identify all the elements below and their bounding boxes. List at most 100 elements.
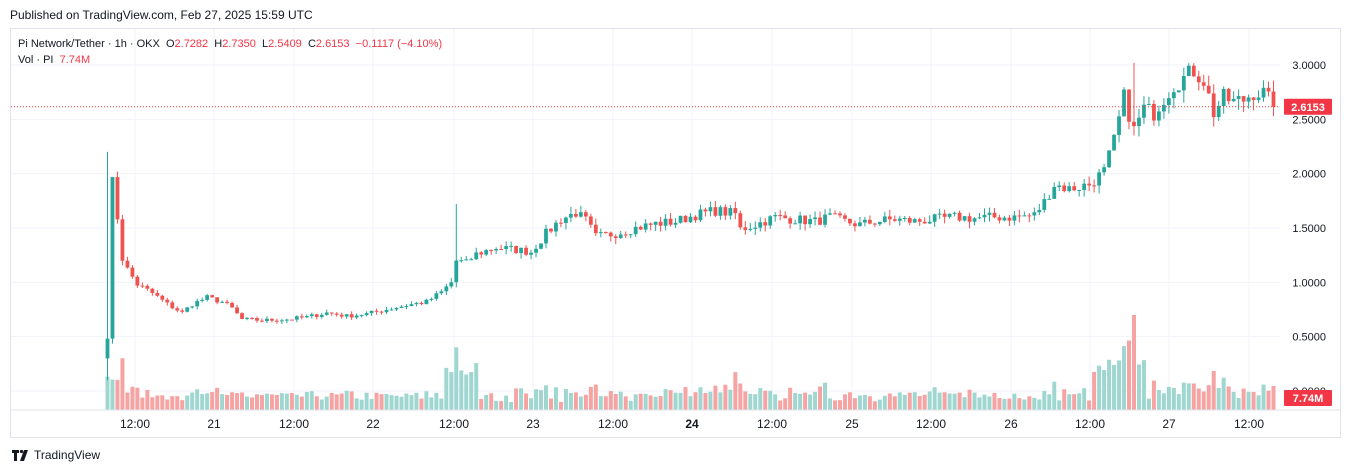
candle-body	[509, 245, 514, 247]
candle-body	[419, 302, 424, 305]
last-price-label: 2.6153	[1291, 102, 1325, 114]
high-label: H	[214, 38, 223, 50]
volume-bar	[424, 391, 429, 410]
volume-bar	[718, 392, 723, 410]
volume-bar	[1092, 371, 1097, 410]
volume-bar	[419, 398, 424, 410]
candle-body	[250, 317, 254, 319]
volume-bar	[942, 392, 947, 410]
candle-body	[853, 223, 857, 227]
candle-body	[299, 316, 304, 318]
candle-body	[225, 301, 229, 303]
low-label: L	[262, 38, 269, 50]
volume-bar	[105, 376, 110, 410]
candle-body	[813, 217, 817, 220]
candle-body	[429, 298, 434, 300]
candle-body	[598, 232, 603, 234]
volume-row: Vol · PI 7.74M	[18, 52, 442, 68]
candle-body	[240, 313, 244, 319]
candle-body	[912, 219, 917, 223]
candle-body	[150, 288, 155, 293]
candle-body	[364, 313, 369, 316]
candle-body	[608, 232, 613, 237]
candle-body	[1062, 185, 1067, 192]
x-tick-label: 12:00	[916, 417, 946, 431]
candle-body	[349, 314, 354, 318]
volume-bar	[1007, 398, 1012, 410]
low-value: 2.5409	[268, 38, 302, 50]
volume-bar	[225, 394, 230, 410]
volume-bar	[170, 396, 175, 410]
candle-body	[304, 316, 309, 318]
candle-body	[464, 259, 469, 261]
volume-bar	[907, 392, 912, 410]
candle-body	[1112, 134, 1116, 151]
volume-bar	[1251, 391, 1256, 410]
ohlc-row: Pi Network/Tether · 1h · OKX O2.7282 H2.…	[18, 36, 442, 52]
candle-body	[1102, 167, 1106, 173]
candle-body	[245, 317, 249, 319]
volume-bar	[578, 396, 583, 410]
candle-body	[992, 212, 997, 218]
volume-bar	[962, 397, 967, 410]
candle-body	[698, 209, 703, 221]
y-tick-label: 2.0000	[1292, 169, 1326, 181]
volume-bar	[309, 391, 314, 410]
candle-body	[519, 247, 523, 254]
candle-body	[763, 222, 768, 226]
candle-body	[1072, 186, 1077, 191]
candle-body	[544, 228, 548, 244]
candle-body	[1132, 121, 1136, 127]
candle-body	[593, 224, 598, 234]
volume-bar	[1067, 394, 1072, 410]
volume-bar	[220, 394, 225, 410]
volume-label[interactable]: Vol · PI	[18, 54, 54, 66]
candle-body	[1246, 97, 1251, 102]
x-tick-label: 24	[685, 417, 699, 431]
volume-bar	[1087, 400, 1092, 410]
candle-body	[803, 215, 808, 225]
candle-body	[444, 286, 449, 292]
last-price-badge	[1284, 98, 1332, 115]
volume-bar	[1097, 365, 1102, 410]
volume-bar	[967, 389, 972, 410]
candle-body	[788, 218, 793, 224]
volume-bar	[972, 392, 977, 410]
volume-bar	[847, 392, 852, 410]
candle-body	[1127, 89, 1131, 122]
candle-body	[932, 214, 937, 222]
candle-body	[399, 306, 404, 309]
volume-bar	[1181, 382, 1186, 410]
footer-brand[interactable]: TradingView	[12, 448, 100, 462]
candle-body	[688, 216, 693, 223]
volume-bar	[329, 392, 334, 410]
symbol-label[interactable]: Pi Network/Tether · 1h · OKX	[18, 38, 160, 50]
x-tick-label: 22	[366, 417, 380, 431]
candle-body	[559, 222, 563, 224]
candle-body	[409, 304, 414, 307]
candle-body	[877, 221, 882, 225]
volume-bar	[658, 396, 663, 410]
volume-bar	[618, 391, 623, 410]
y-tick-label: 2.5000	[1292, 114, 1326, 126]
volume-bar	[773, 394, 778, 410]
candle-body	[275, 320, 279, 322]
candle-body	[848, 218, 852, 224]
volume-bar	[922, 394, 927, 410]
volume-bar	[897, 392, 902, 410]
candle-body	[499, 249, 504, 251]
candle-body	[1166, 98, 1171, 105]
volume-bar	[409, 395, 414, 410]
volume-bar	[349, 391, 354, 410]
volume-bar	[399, 396, 404, 410]
volume-bar	[937, 392, 942, 410]
volume-bar	[623, 396, 628, 410]
volume-bar	[803, 392, 808, 410]
candle-body	[833, 213, 837, 215]
candle-body	[1092, 185, 1097, 187]
candle-body	[379, 311, 384, 313]
candle-body	[270, 318, 274, 321]
candle-body	[1057, 185, 1062, 188]
candle-body	[539, 243, 543, 249]
